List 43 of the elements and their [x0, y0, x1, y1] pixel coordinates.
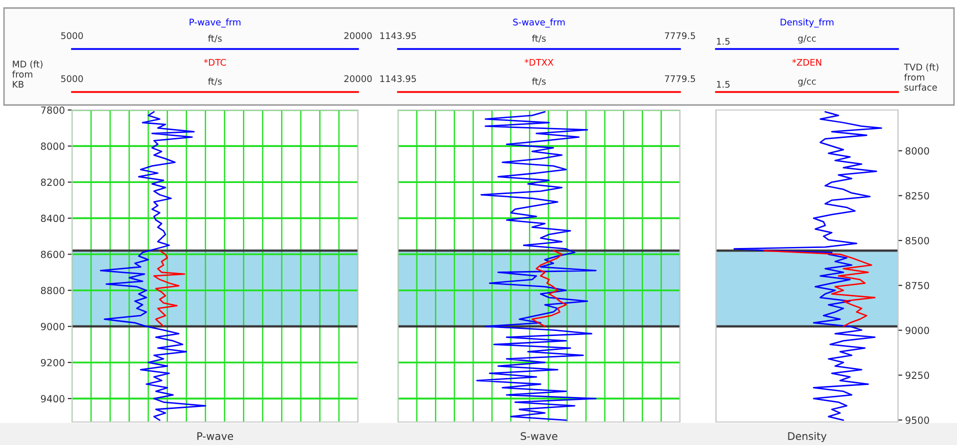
- text: Density_frm: [780, 18, 834, 28]
- text: 1.5: [716, 38, 730, 45]
- y2-tick-label: 9250: [906, 372, 930, 379]
- y-tick-label: 8600: [40, 250, 64, 258]
- text: Density: [788, 432, 826, 442]
- text: *DTC: [204, 58, 226, 66]
- y2-tick-label: 8500: [906, 236, 930, 244]
- y2-tick-label: 9000: [906, 326, 930, 334]
- x-tick-label: 5000: [61, 75, 83, 82]
- y2-axis-title: TVD (ft) from surface: [904, 64, 938, 91]
- x-axis-title: g/cc: [798, 78, 816, 86]
- x-tick-label: 7779.5: [664, 75, 696, 82]
- text: S-wave: [520, 432, 558, 440]
- text: S-wave_frm: [513, 18, 565, 28]
- x2-tick-label: 5000: [61, 32, 83, 40]
- x2-tick-label: 20000: [344, 32, 372, 40]
- x-axis-title: ft/s: [208, 78, 222, 86]
- y2-tick-label: 8000: [906, 147, 930, 155]
- y2-tick-label: 9500: [906, 416, 930, 424]
- y-tick-label: 9000: [40, 322, 64, 330]
- text: *ZDEN: [792, 58, 822, 66]
- text: P-wave: [197, 432, 234, 440]
- y2-tick-label: 8250: [906, 192, 930, 200]
- text: 1.5: [716, 81, 730, 88]
- x2-tick-label: 7779.5: [664, 32, 696, 40]
- y-axis-title: MD (ft) from KB: [12, 60, 42, 88]
- x-tick-label: 20000: [344, 75, 372, 82]
- y-tick-label: 9400: [40, 395, 64, 402]
- y-tick-label: 8400: [40, 214, 64, 222]
- text: P-wave_frm: [190, 18, 240, 28]
- x2-axis-title: ft/s: [532, 34, 546, 42]
- text: *DTXX: [524, 58, 554, 66]
- y2-tick-label: 8750: [906, 282, 930, 290]
- y-tick-label: 8800: [40, 286, 64, 294]
- x-tick-label: 1143.95: [380, 75, 416, 82]
- x2-tick-label: 1143.95: [380, 32, 416, 40]
- y-tick-label: 8000: [40, 142, 64, 150]
- x2-axis-title: ft/s: [208, 34, 222, 42]
- x2-axis-title: g/cc: [798, 35, 816, 44]
- y-tick-label: 8200: [40, 178, 64, 186]
- x-axis-title: ft/s: [532, 78, 546, 86]
- y-tick-label: 7800: [41, 106, 64, 114]
- y-tick-label: 9200: [40, 358, 64, 366]
